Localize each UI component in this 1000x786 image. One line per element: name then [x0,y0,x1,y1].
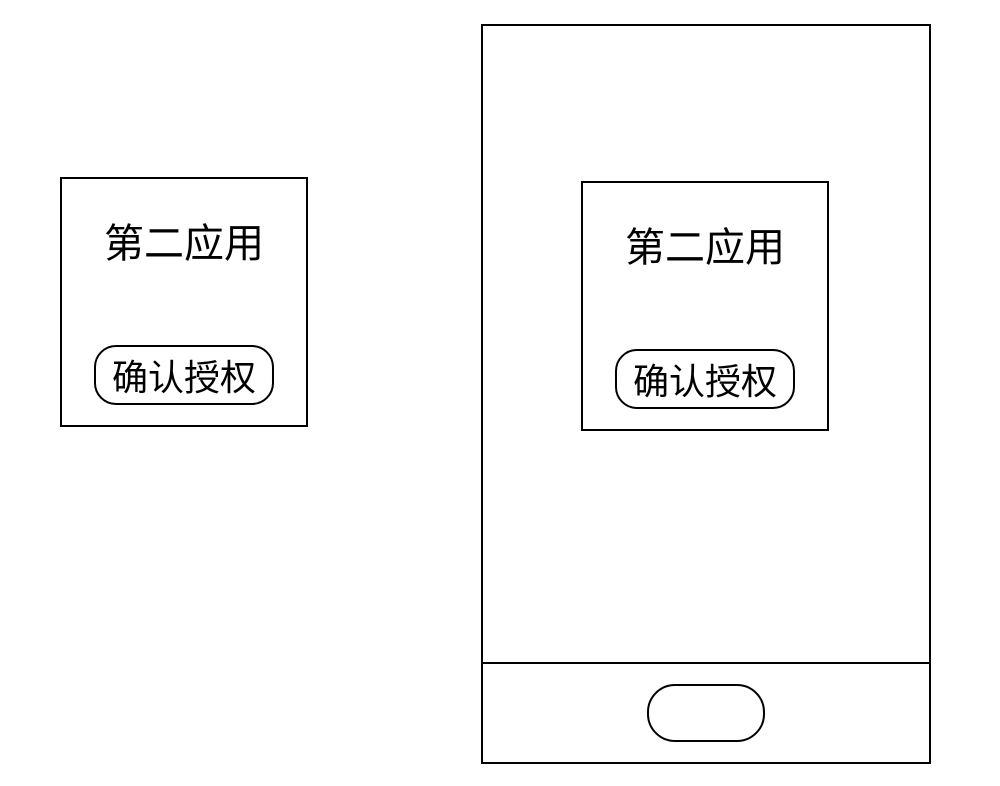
phone-bottom-bar [483,662,929,762]
home-button[interactable] [647,684,765,742]
confirm-auth-button-right[interactable]: 确认授权 [615,349,795,409]
left-dialog-panel: 第二应用 确认授权 [60,177,308,427]
right-dialog-panel: 第二应用 确认授权 [581,181,829,431]
confirm-auth-button-left[interactable]: 确认授权 [94,345,274,405]
phone-frame: 第二应用 确认授权 [481,24,931,764]
app-title-right: 第二应用 [583,215,827,273]
app-title-left: 第二应用 [62,211,306,269]
